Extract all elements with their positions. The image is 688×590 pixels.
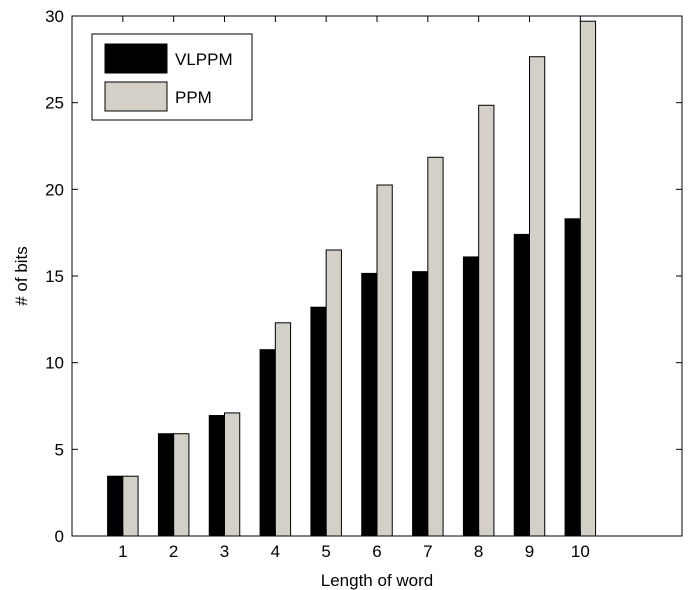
x-tick-label-4: 4 (271, 542, 280, 561)
plot-frame (71, 15, 683, 537)
y-tick-label-20: 20 (45, 180, 64, 199)
bar-ppm-3 (224, 412, 241, 537)
x-axis-label: Length of word (321, 571, 433, 590)
bar-vlppm-1 (107, 475, 124, 537)
bar-vlppm-8 (462, 256, 480, 537)
y-tick-label-0: 0 (55, 527, 64, 546)
bar-vlppm-9 (513, 233, 530, 537)
bar-ppm-8 (478, 104, 495, 537)
y-axis-label: # of bits (12, 246, 31, 306)
x-tick-label-6: 6 (372, 542, 381, 561)
y-tick-label-5: 5 (55, 440, 64, 459)
bar-vlppm-4 (259, 349, 276, 537)
bar-vlppm-3 (208, 415, 225, 537)
y-axis-ticks: 0 5 10 15 20 25 30 (45, 7, 682, 546)
bar-vlppm-6 (361, 272, 378, 537)
legend-label-vlppm: VLPPM (175, 50, 233, 69)
x-axis-ticks: 1 2 3 4 5 6 7 8 9 10 (118, 16, 590, 561)
bar-ppm-9 (529, 56, 546, 537)
legend-swatch-ppm (104, 81, 168, 112)
x-tick-label-2: 2 (169, 542, 178, 561)
bar-ppm-7 (427, 156, 444, 537)
x-tick-label-7: 7 (423, 542, 432, 561)
x-tick-label-8: 8 (474, 542, 483, 561)
bar-vlppm-10 (564, 218, 581, 537)
bar-ppm-5 (325, 249, 342, 537)
legend: VLPPM PPM (91, 33, 253, 121)
x-tick-label-5: 5 (321, 542, 330, 561)
y-tick-label-25: 25 (45, 94, 64, 113)
y-tick-label-30: 30 (45, 7, 64, 26)
bars-layer (107, 20, 597, 537)
x-tick-label-3: 3 (220, 542, 229, 561)
bar-vlppm-5 (310, 306, 327, 537)
legend-label-ppm: PPM (175, 88, 212, 107)
bar-ppm-10 (579, 20, 597, 537)
legend-swatch-vlppm (104, 43, 168, 74)
bar-ppm-2 (173, 433, 190, 537)
x-tick-label-9: 9 (525, 542, 534, 561)
bar-vlppm-2 (157, 433, 175, 537)
bar-ppm-1 (122, 475, 139, 537)
bar-vlppm-7 (412, 271, 429, 537)
y-tick-label-15: 15 (45, 267, 64, 286)
x-tick-label-1: 1 (118, 542, 127, 561)
bar-ppm-6 (376, 184, 393, 537)
y-tick-label-10: 10 (45, 354, 64, 373)
bar-ppm-4 (274, 322, 292, 537)
x-tick-label-10: 10 (571, 542, 590, 561)
